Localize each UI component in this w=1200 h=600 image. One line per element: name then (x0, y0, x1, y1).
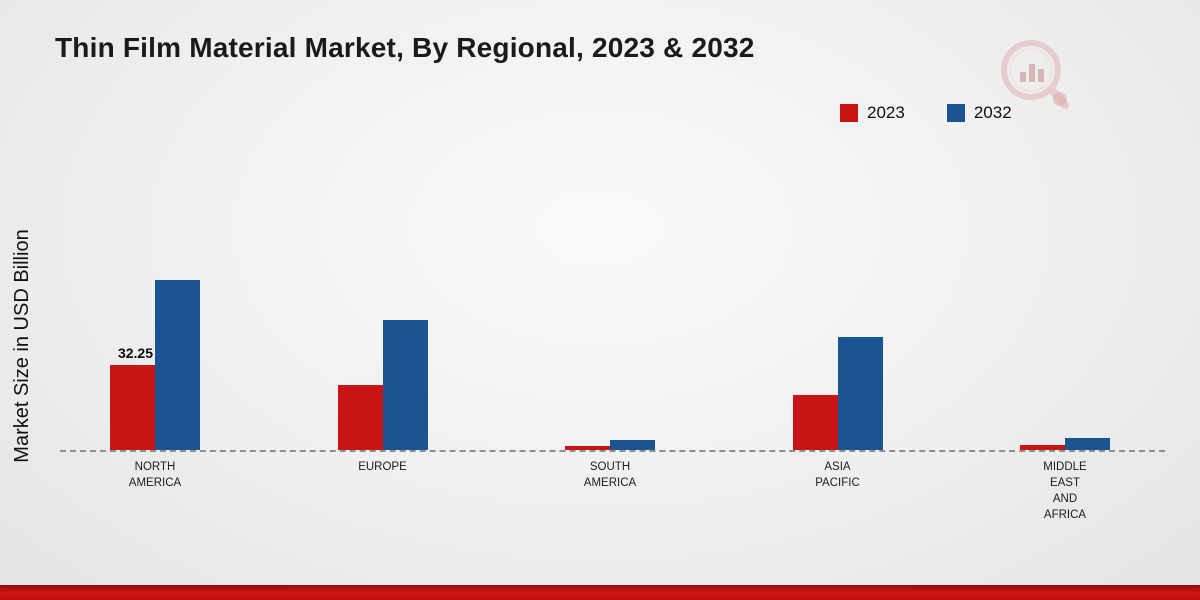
category-label-line: ASIA (824, 461, 851, 473)
bar-2023-asia-pacific (792, 395, 838, 450)
category-label-line: PACIFIC (815, 477, 860, 489)
value-label-2023-north-america: 32.25 (117, 345, 154, 361)
legend-swatch-2023 (840, 104, 858, 122)
category-label-south-america: SOUTH AMERICA (550, 459, 670, 491)
zero-axis-line (60, 450, 1165, 452)
bar-2032-south-america (610, 440, 655, 450)
category-label-line: AMERICA (583, 477, 637, 489)
category-label-line: EUROPE (358, 461, 407, 473)
magnifier-bar-chart-logo-icon (993, 36, 1075, 116)
bar-2023-middle-east-and-africa (1020, 445, 1065, 450)
bar-2023-south-america (565, 446, 610, 450)
bar-2023-europe (337, 385, 383, 450)
bar-2032-asia-pacific (837, 337, 883, 450)
category-label-middle-east-and-africa: MIDDLE EAST AND AFRICA (1005, 459, 1125, 523)
bar-2023-north-america (110, 365, 155, 450)
legend-label: 2032 (973, 103, 1012, 122)
bar-2032-north-america (155, 280, 200, 450)
category-label-asia-pacific: ASIA PACIFIC (778, 459, 898, 491)
legend-swatch-2032 (946, 104, 965, 122)
category-label-line: AND (1052, 493, 1078, 505)
bar-2032-middle-east-and-africa (1065, 438, 1110, 450)
category-label-line: SOUTH (589, 461, 631, 473)
category-label-line: AFRICA (1043, 509, 1087, 521)
category-label-line: NORTH (134, 461, 176, 473)
category-label-line: AMERICA (128, 477, 182, 489)
footer-stripe (0, 585, 1200, 600)
bar-2032-europe (382, 320, 428, 450)
category-label-line: EAST (1049, 477, 1081, 489)
legend-label: 2023 (867, 103, 905, 122)
legend-item-2023: 2023 (840, 103, 905, 123)
category-label-north-america: NORTH AMERICA (95, 459, 215, 491)
chart-title: Thin Film Material Market, By Regional, … (55, 32, 755, 63)
legend-item-2032: 2032 (946, 103, 1012, 123)
legend: 2023 2032 (840, 103, 1012, 123)
category-label-line: MIDDLE (1043, 461, 1087, 473)
category-label-europe: EUROPE (323, 459, 443, 475)
